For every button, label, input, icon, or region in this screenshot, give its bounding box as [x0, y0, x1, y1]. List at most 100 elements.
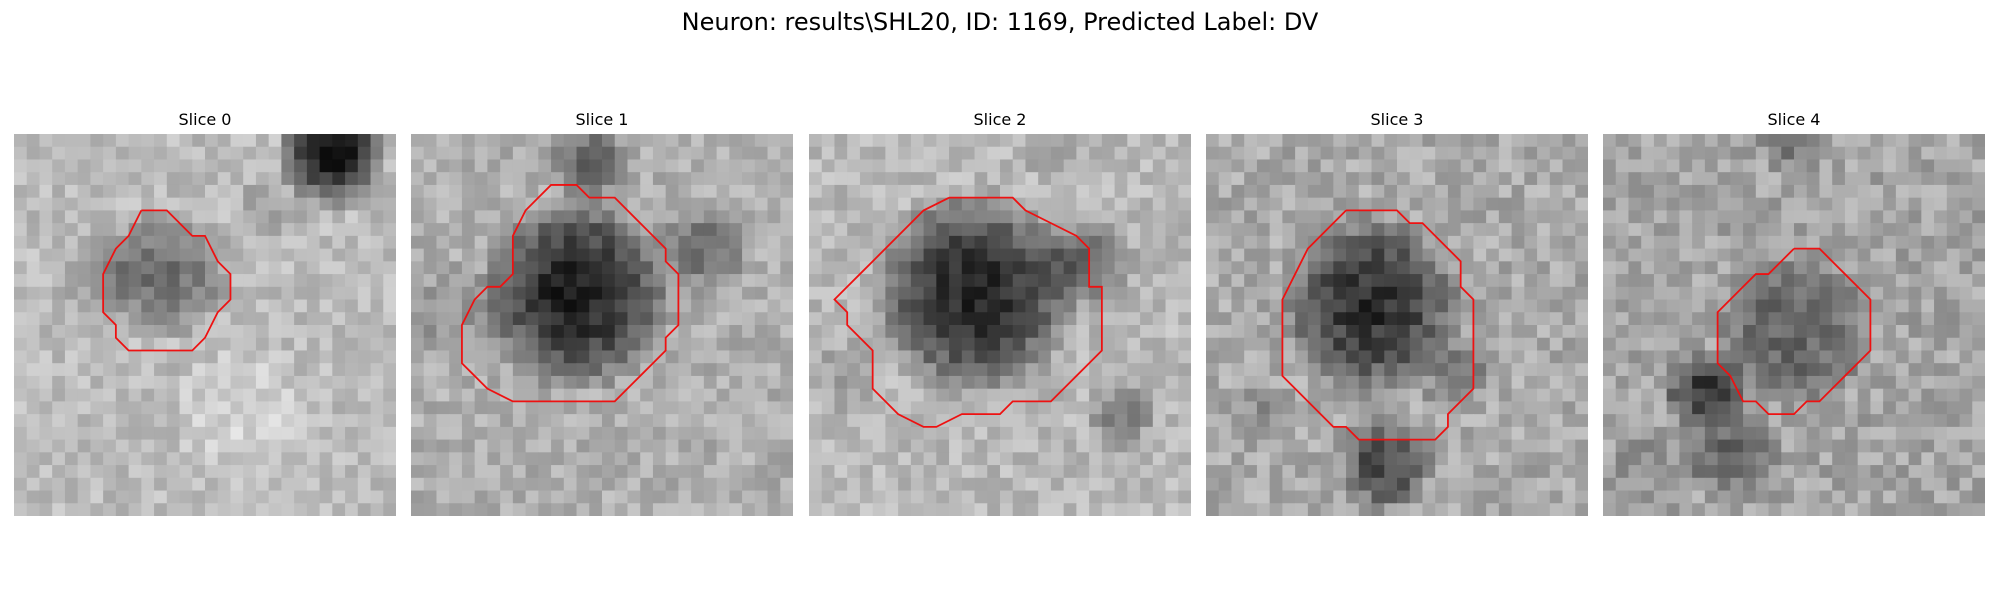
pixel-cell: [1358, 248, 1373, 262]
pixel-cell: [859, 426, 874, 441]
pixel-cell: [1870, 172, 1884, 186]
pixel-cell: [205, 401, 219, 415]
pixel-cell: [1152, 197, 1167, 211]
pixel-cell: [64, 223, 79, 237]
pixel-cell: [1256, 375, 1271, 390]
pixel-cell: [525, 452, 539, 466]
pixel-cell: [1921, 490, 1935, 504]
pixel-cell: [1972, 261, 1985, 275]
pixel-cell: [1269, 223, 1283, 237]
pixel-cell: [1269, 172, 1283, 186]
pixel-cell: [809, 159, 823, 173]
pixel-cell: [411, 490, 425, 504]
pixel-cell: [1063, 414, 1077, 428]
pixel-cell: [910, 375, 925, 390]
pixel-cell: [474, 184, 488, 199]
pixel-cell: [461, 477, 476, 492]
pixel-cell: [1857, 375, 1871, 390]
pixel-cell: [1743, 159, 1757, 173]
pixel-cell: [1641, 172, 1655, 186]
pixel-cell: [281, 350, 295, 364]
pixel-cell: [205, 235, 219, 250]
pixel-cell: [974, 184, 988, 199]
pixel-cell: [627, 197, 641, 211]
pixel-cell: [154, 363, 168, 377]
pixel-cell: [436, 134, 450, 148]
pixel-cell: [1921, 134, 1935, 148]
pixel-cell: [678, 401, 692, 415]
pixel-cell: [1755, 477, 1770, 492]
pixel-cell: [166, 172, 181, 186]
pixel-cell: [383, 286, 396, 301]
pixel-cell: [563, 350, 578, 364]
pixel-cell: [1140, 159, 1154, 173]
pixel-cell: [1409, 172, 1423, 186]
pixel-cell: [1063, 146, 1077, 160]
pixel-cell: [678, 248, 692, 262]
pixel-cell: [179, 146, 193, 160]
pixel-cell: [77, 146, 91, 160]
pixel-cell: [1537, 452, 1551, 466]
pixel-cell: [1972, 159, 1985, 173]
pixel-cell: [1025, 439, 1039, 453]
pixel-cell: [39, 452, 53, 466]
pixel-cell: [128, 286, 142, 301]
pixel-cell: [26, 146, 40, 160]
pixel-cell: [538, 375, 552, 390]
pixel-cell: [411, 184, 425, 199]
pixel-cell: [1371, 274, 1385, 288]
pixel-cell: [1140, 274, 1154, 288]
pixel-cell: [936, 197, 950, 211]
pixel-cell: [1295, 312, 1309, 326]
pixel-cell: [1524, 299, 1538, 313]
pixel-cell: [1206, 286, 1220, 301]
pixel-cell: [1806, 439, 1820, 453]
pixel-cell: [1178, 503, 1191, 516]
pixel-cell: [115, 452, 130, 466]
pixel-cell: [1844, 223, 1859, 237]
pixel-cell: [589, 172, 603, 186]
pixel-cell: [551, 210, 565, 224]
pixel-cell: [1857, 274, 1871, 288]
pixel-cell: [64, 274, 79, 288]
pixel-cell: [1333, 375, 1347, 390]
pixel-cell: [1603, 401, 1617, 415]
pixel-cell: [1114, 172, 1128, 186]
pixel-cell: [665, 363, 679, 377]
pixel-cell: [128, 210, 142, 224]
pixel-cell: [1844, 490, 1859, 504]
pixel-cell: [1447, 210, 1462, 224]
pixel-cell: [652, 477, 667, 492]
pixel-cell: [461, 452, 476, 466]
pixel-cell: [449, 490, 463, 504]
pixel-cell: [614, 401, 628, 415]
pixel-cell: [1165, 146, 1179, 160]
pixel-cell: [780, 261, 793, 275]
pixel-cell: [281, 312, 295, 326]
pixel-cell: [1717, 401, 1731, 415]
pixel-cell: [255, 274, 270, 288]
pixel-cell: [1050, 172, 1065, 186]
pixel-cell: [1050, 363, 1065, 377]
pixel-cell: [627, 363, 641, 377]
pixel-cell: [461, 286, 476, 301]
slice-panel: Slice 0: [14, 108, 396, 516]
pixel-cell: [1615, 248, 1629, 262]
pixel-cell: [1333, 452, 1347, 466]
pixel-cell: [1231, 248, 1245, 262]
pixel-cell: [1050, 197, 1065, 211]
pixel-cell: [1692, 426, 1706, 441]
pixel-cell: [1537, 146, 1551, 160]
pixel-cell: [1282, 490, 1296, 504]
pixel-cell: [1679, 388, 1693, 402]
pixel-cell: [1768, 159, 1782, 173]
pixel-cell: [1653, 197, 1668, 211]
pixel-cell: [332, 388, 346, 402]
pixel-cell: [1371, 312, 1385, 326]
pixel-cell: [1524, 325, 1538, 339]
pixel-cell: [1704, 452, 1719, 466]
pixel-cell: [1946, 146, 1961, 160]
pixel-cell: [1704, 223, 1719, 237]
pixel-cell: [1000, 490, 1014, 504]
pixel-cell: [551, 490, 565, 504]
